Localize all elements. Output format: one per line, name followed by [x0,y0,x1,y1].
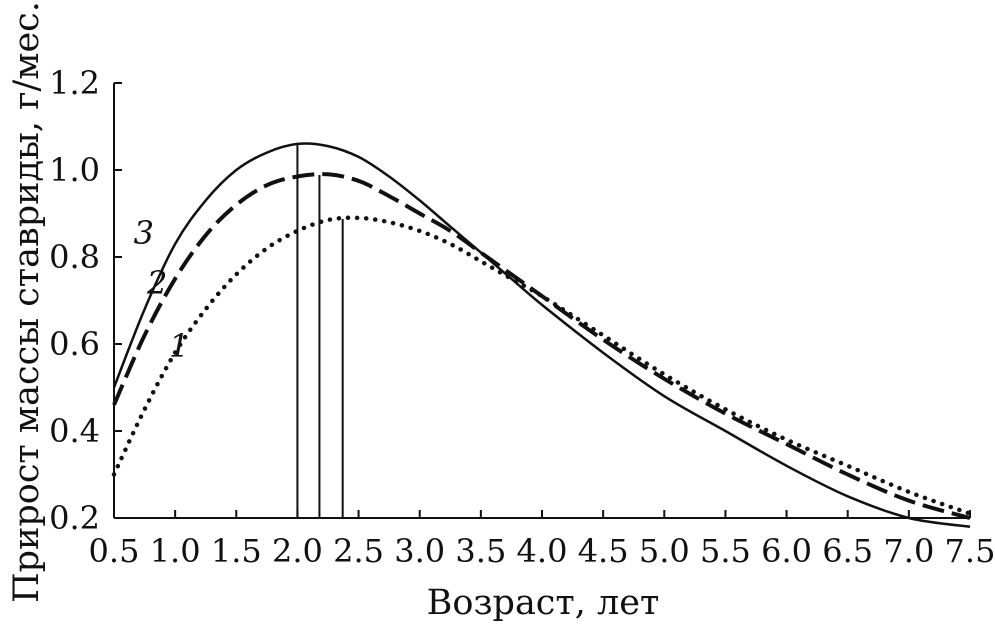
series-labels: 12 3 [134,214,190,365]
x-tick-label: 5.5 [700,532,751,570]
x-tick-label: 7.0 [883,532,934,570]
y-tick-labels: 0.2 0.4 0.6 0.8 1.0 1.2 [49,64,122,537]
series-label-2: 2 [146,264,167,302]
series-line-1 [111,215,973,516]
series-label-3: 3 [134,214,154,252]
x-tick-label: 4.5 [578,532,629,570]
x-tick-label: 1.5 [211,532,262,570]
x-tick-labels: 0.5 1.0 1.5 2.0 2.5 3.0 3.5 4.0 4.5 5.0 5.5 6.0 6.5 7… [89,510,995,570]
x-tick-label: 7.5 [945,532,995,570]
y-tick-label: 1.2 [49,64,100,102]
y-tick-label: 0.2 [49,499,100,537]
x-tick-label: 2.0 [272,532,323,570]
x-tick-label: 3.5 [455,532,506,570]
x-tick-label: 3.0 [394,532,445,570]
series-lines [111,142,973,528]
series-line-2 [112,172,971,520]
y-tick-label: 1.0 [49,151,100,189]
x-tick-label: 6.0 [761,532,812,570]
x-tick-label: 5.0 [639,532,690,570]
series-line-3 [112,142,971,528]
series-label-1: 1 [169,327,189,365]
axes [113,83,970,519]
x-tick-label: 1.0 [150,532,201,570]
y-tick-label: 0.4 [49,412,100,450]
peak-markers [296,143,344,518]
x-tick-label: 2.5 [333,532,384,570]
y-axis-title: Прирост массы ставриды, г/мес. [7,1,47,603]
y-tick-label: 0.8 [49,238,100,276]
x-axis-title: Возраст, лет [427,583,660,623]
x-tick-label: 4.0 [517,532,568,570]
x-tick-label: 0.5 [89,532,140,570]
x-tick-label: 6.5 [822,532,873,570]
y-tick-label: 0.6 [49,325,100,363]
